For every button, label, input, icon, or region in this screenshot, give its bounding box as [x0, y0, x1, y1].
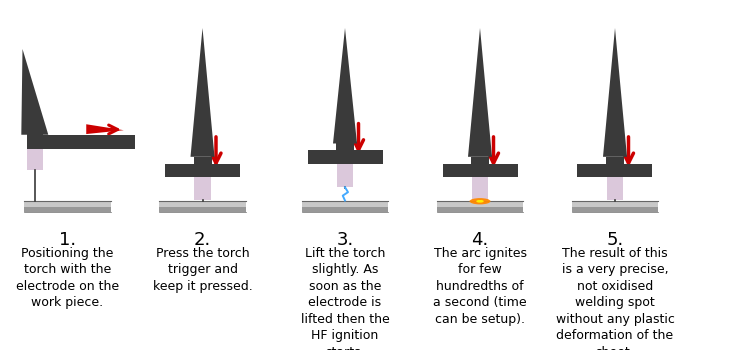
FancyBboxPatch shape: [26, 149, 43, 170]
Ellipse shape: [476, 200, 484, 203]
FancyBboxPatch shape: [471, 157, 489, 164]
Ellipse shape: [470, 198, 490, 204]
FancyBboxPatch shape: [24, 207, 111, 212]
FancyBboxPatch shape: [572, 207, 658, 212]
Polygon shape: [603, 28, 627, 157]
Text: 5.: 5.: [606, 231, 624, 249]
Text: 2.: 2.: [194, 231, 211, 249]
FancyBboxPatch shape: [302, 207, 388, 212]
FancyBboxPatch shape: [436, 201, 524, 207]
FancyBboxPatch shape: [194, 177, 211, 200]
Text: 4.: 4.: [471, 231, 489, 249]
Polygon shape: [86, 124, 124, 134]
FancyBboxPatch shape: [165, 164, 240, 177]
Text: Press the torch
trigger and
keep it pressed.: Press the torch trigger and keep it pres…: [153, 247, 252, 293]
FancyBboxPatch shape: [308, 150, 382, 164]
FancyBboxPatch shape: [472, 177, 488, 200]
FancyBboxPatch shape: [302, 201, 388, 207]
Text: Lift the torch
slightly. As
soon as the
electrode is
lifted then the
HF ignition: Lift the torch slightly. As soon as the …: [301, 247, 389, 350]
FancyBboxPatch shape: [194, 157, 211, 164]
Polygon shape: [21, 49, 48, 135]
Polygon shape: [333, 28, 357, 144]
FancyBboxPatch shape: [607, 177, 623, 200]
FancyBboxPatch shape: [337, 164, 353, 187]
FancyBboxPatch shape: [26, 133, 43, 150]
FancyBboxPatch shape: [606, 157, 624, 164]
FancyBboxPatch shape: [24, 201, 111, 207]
Text: The arc ignites
for few
hundredths of
a second (time
can be setup).: The arc ignites for few hundredths of a …: [433, 247, 526, 326]
FancyBboxPatch shape: [578, 164, 652, 177]
Text: 3.: 3.: [336, 231, 354, 249]
Polygon shape: [468, 28, 492, 157]
FancyBboxPatch shape: [442, 164, 518, 177]
FancyBboxPatch shape: [336, 144, 354, 150]
FancyBboxPatch shape: [572, 201, 658, 207]
FancyBboxPatch shape: [436, 207, 524, 212]
Polygon shape: [190, 28, 214, 157]
FancyBboxPatch shape: [160, 207, 246, 212]
FancyBboxPatch shape: [32, 135, 135, 149]
Text: The result of this
is a very precise,
not oxidised
welding spot
without any plas: The result of this is a very precise, no…: [556, 247, 674, 350]
Text: Positioning the
torch with the
electrode on the
work piece.: Positioning the torch with the electrode…: [16, 247, 119, 309]
FancyBboxPatch shape: [160, 201, 246, 207]
Text: 1.: 1.: [59, 231, 76, 249]
